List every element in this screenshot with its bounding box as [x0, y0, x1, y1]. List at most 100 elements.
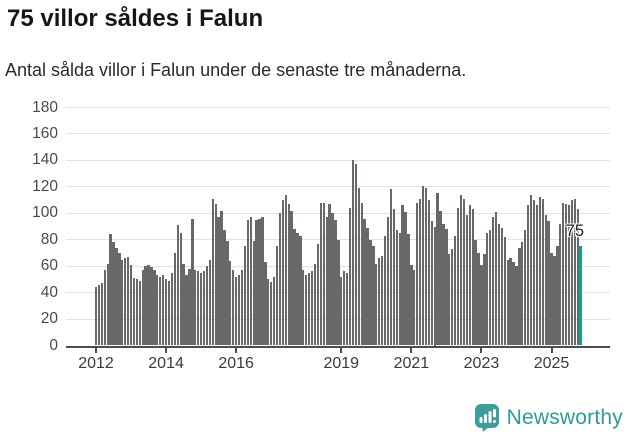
bar — [194, 270, 197, 346]
bar — [138, 280, 141, 346]
bar — [141, 270, 144, 346]
bar — [290, 210, 293, 346]
bar — [383, 235, 387, 346]
bar — [270, 282, 273, 346]
bar — [121, 259, 124, 346]
bar — [287, 204, 290, 346]
bar — [240, 270, 244, 346]
bar — [535, 205, 539, 346]
bar — [567, 205, 571, 346]
newsworthy-speech-bubble-chart-icon — [474, 404, 499, 432]
bar — [436, 193, 439, 346]
y-axis-tick-label: 160 — [32, 124, 58, 142]
bar — [386, 217, 390, 346]
y-axis-tick-label: 0 — [49, 336, 58, 354]
x-axis-tick-label: 2021 — [393, 355, 430, 372]
bar — [106, 263, 109, 346]
bar — [214, 204, 217, 346]
bar — [576, 209, 579, 346]
bar — [529, 194, 533, 346]
bar — [509, 258, 512, 346]
bar — [202, 271, 206, 346]
x-axis-tick-label: 2019 — [323, 355, 360, 372]
latest-value-callout: 75 — [565, 222, 585, 241]
x-axis-tick-label: 2023 — [463, 355, 500, 372]
highlight-bar — [579, 246, 583, 346]
x-axis-tick — [95, 348, 97, 353]
newsworthy-logo[interactable]: Newsworthy — [474, 403, 623, 432]
bar — [474, 239, 477, 346]
bar — [205, 266, 209, 346]
bar — [369, 239, 372, 346]
bar — [147, 264, 150, 346]
bar — [448, 254, 451, 346]
bar — [299, 235, 302, 346]
bar — [264, 262, 267, 346]
bar — [553, 255, 556, 346]
bar — [378, 258, 381, 346]
bar — [512, 262, 515, 346]
bar — [100, 283, 103, 346]
bar — [305, 275, 308, 346]
bar — [199, 272, 203, 346]
gridline — [66, 212, 610, 214]
gridline — [66, 159, 610, 161]
bar — [261, 217, 264, 346]
bar — [328, 204, 331, 346]
bar — [325, 217, 328, 346]
bar — [278, 213, 282, 346]
bar — [345, 272, 349, 346]
y-axis-tick-label: 100 — [32, 204, 58, 222]
bar — [527, 205, 530, 346]
bar — [573, 198, 577, 346]
brand-name: Newsworthy — [506, 405, 623, 429]
bar — [281, 200, 285, 346]
bar — [363, 218, 366, 346]
bar — [182, 263, 185, 346]
bar — [354, 164, 358, 346]
bar — [132, 278, 136, 346]
gridline — [66, 107, 610, 108]
bar — [418, 198, 422, 346]
bar — [494, 211, 498, 346]
bar — [252, 241, 255, 346]
bar — [302, 270, 305, 346]
bar — [550, 252, 553, 346]
bar — [547, 221, 550, 346]
bar — [191, 218, 194, 346]
bar — [445, 229, 448, 346]
bar — [179, 233, 182, 346]
bar — [556, 246, 559, 346]
bar — [243, 246, 247, 346]
bar — [395, 230, 398, 346]
bar — [135, 279, 139, 346]
bar — [208, 259, 212, 346]
bar — [144, 266, 147, 346]
x-axis-tick — [480, 348, 483, 353]
bar — [272, 276, 276, 346]
bar — [503, 237, 506, 346]
bar — [167, 280, 171, 346]
bar — [94, 287, 98, 346]
bar — [331, 213, 334, 346]
bar — [109, 234, 112, 346]
bar — [118, 252, 121, 346]
bar — [220, 210, 223, 346]
bar — [471, 209, 474, 346]
bar — [170, 272, 174, 346]
bar — [124, 258, 127, 346]
bar — [489, 230, 492, 346]
bar — [480, 264, 483, 346]
bar — [156, 275, 159, 346]
bar — [267, 279, 270, 346]
x-axis-line — [66, 345, 610, 348]
bar — [366, 227, 369, 346]
bar — [389, 189, 393, 346]
bar — [337, 239, 340, 346]
bar — [538, 197, 541, 346]
bar — [465, 214, 468, 346]
bar — [129, 264, 133, 346]
bar — [515, 266, 518, 346]
bar — [164, 279, 168, 346]
